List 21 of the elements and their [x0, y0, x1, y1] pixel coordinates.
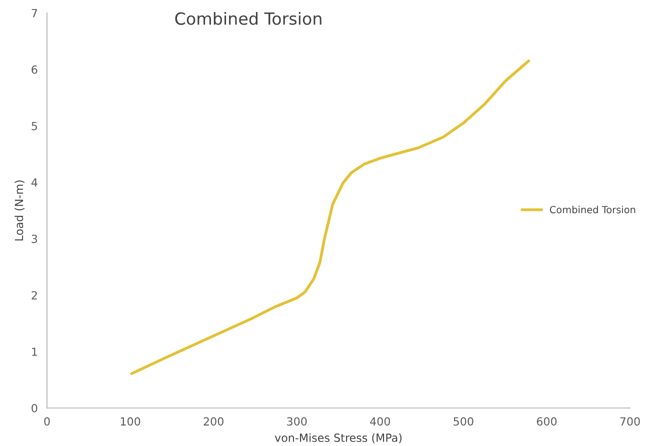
x-tick-label: 100	[120, 417, 140, 426]
y-tick-label: 3	[32, 234, 38, 244]
y-tick-label: 7	[32, 9, 38, 18]
y-axis-title: Load (N-m)	[14, 180, 24, 240]
x-tick-label: 600	[536, 417, 557, 426]
x-tick-label: 400	[370, 417, 390, 426]
x-tick-label: 700	[620, 417, 640, 426]
line-series	[130, 60, 530, 375]
x-tick-label: 300	[287, 417, 307, 426]
y-tick-label: 1	[32, 348, 37, 356]
x-axis-title: von-Mises Stress (MPa)	[274, 433, 402, 444]
y-tick-label: 0	[32, 404, 38, 412]
chart-title: Combined Torsion	[175, 12, 322, 25]
x-tick-label: 200	[204, 417, 224, 426]
y-tick-label: 4	[31, 178, 38, 187]
y-tick-label: 6	[32, 65, 38, 74]
y-tick-label: 2	[32, 291, 37, 300]
x-tick-label: 500	[454, 417, 474, 426]
x-tick-label: 0	[44, 417, 50, 426]
legend-label: Combined Torsion	[550, 206, 636, 214]
y-tick-label: 5	[32, 122, 37, 130]
